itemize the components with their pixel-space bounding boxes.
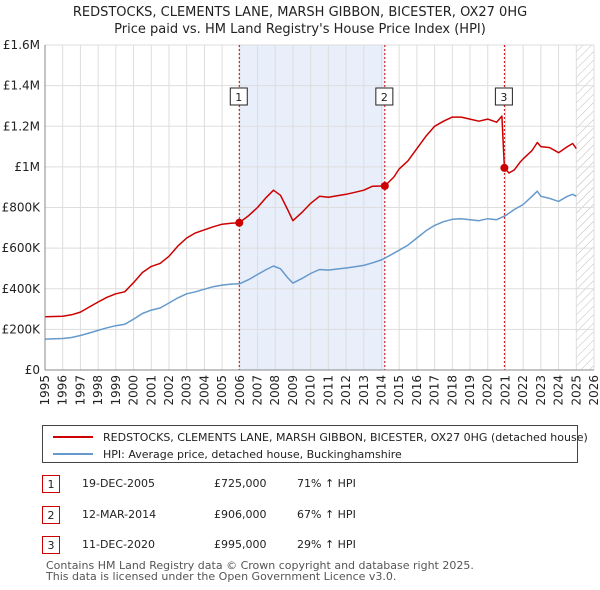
legend-swatch-red bbox=[53, 436, 93, 438]
chart-subtitle: Price paid vs. HM Land Registry's House … bbox=[114, 22, 486, 37]
sale-badge-2: 2 bbox=[42, 506, 60, 524]
x-tick-label-6: 2001 bbox=[144, 375, 158, 406]
sale-hpi-1: 71% ↑ HPI bbox=[297, 477, 356, 490]
legend-item-property: REDSTOCKS, CLEMENTS LANE, MARSH GIBBON, … bbox=[53, 428, 588, 446]
sale-row-3: 3 11-DEC-2020 £995,000 29% ↑ HPI bbox=[42, 536, 582, 558]
sale-hpi-2: 67% ↑ HPI bbox=[297, 508, 356, 521]
legend: REDSTOCKS, CLEMENTS LANE, MARSH GIBBON, … bbox=[42, 425, 588, 463]
hpi-line bbox=[44, 190, 577, 340]
x-tick-label-25: 2020 bbox=[481, 375, 495, 406]
x-tick-label-1: 1996 bbox=[56, 375, 70, 406]
x-tick-label-16: 2011 bbox=[321, 375, 335, 406]
y-tick-label-0: £0 bbox=[25, 363, 40, 377]
sale-price-3: £995,000 bbox=[214, 538, 267, 551]
x-tick-label-23: 2018 bbox=[445, 375, 459, 406]
y-tick-label-8: £1.6M bbox=[3, 38, 40, 52]
sale-label-box-2 bbox=[375, 87, 394, 106]
sale-badge-1: 1 bbox=[42, 475, 60, 493]
sale-row-2: 2 12-MAR-2014 £906,000 67% ↑ HPI bbox=[42, 506, 582, 528]
y-tick-label-2: £400K bbox=[2, 282, 42, 296]
x-tick-label-0: 1995 bbox=[38, 375, 52, 406]
series-lines bbox=[44, 115, 577, 340]
footer-copyright: Contains HM Land Registry data © Crown c… bbox=[46, 559, 474, 572]
y-tick-label-1: £200K bbox=[2, 322, 42, 336]
x-tick-label-10: 2005 bbox=[215, 375, 229, 406]
sale-label-2: 2 bbox=[381, 91, 388, 104]
x-tick-label-9: 2004 bbox=[197, 375, 211, 406]
sale-badge-3: 3 bbox=[42, 536, 60, 554]
footer: Contains HM Land Registry data © Crown c… bbox=[46, 560, 474, 582]
x-tick-label-11: 2006 bbox=[233, 375, 247, 406]
x-tick-label-29: 2024 bbox=[552, 375, 566, 406]
x-tick-label-4: 1999 bbox=[109, 375, 123, 406]
y-tick-label-5: £1M bbox=[14, 160, 40, 174]
x-tick-label-19: 2014 bbox=[374, 375, 388, 406]
x-tick-label-21: 2016 bbox=[410, 375, 424, 406]
x-tick-label-27: 2022 bbox=[516, 375, 530, 406]
y-tick-label-4: £800K bbox=[2, 201, 42, 215]
x-tick-label-18: 2013 bbox=[357, 375, 371, 406]
sale-label-box-3 bbox=[494, 87, 513, 106]
x-tick-label-26: 2021 bbox=[498, 375, 512, 406]
sale-point-3 bbox=[500, 163, 509, 172]
chart-title: REDSTOCKS, CLEMENTS LANE, MARSH GIBBON, … bbox=[73, 5, 527, 20]
x-tick-label-8: 2003 bbox=[180, 375, 194, 406]
sale-point-2 bbox=[380, 181, 389, 190]
x-tick-label-17: 2012 bbox=[339, 375, 353, 406]
axes: £0 £200K £400K £600K £800K £1M £1.2M £1.4M £1.6M… bbox=[2, 38, 600, 406]
x-tick-label-13: 2008 bbox=[268, 375, 282, 406]
property-line bbox=[44, 115, 577, 318]
sale-point-1 bbox=[235, 218, 244, 227]
x-tick-label-5: 2000 bbox=[127, 375, 141, 406]
sale-date-1: 19-DEC-2005 bbox=[82, 477, 156, 490]
legend-swatch-blue bbox=[53, 453, 93, 455]
x-tick-label-15: 2010 bbox=[304, 375, 318, 406]
x-tick-label-20: 2015 bbox=[392, 375, 406, 406]
y-tick-label-3: £600K bbox=[2, 241, 42, 255]
sale-label-3: 3 bbox=[500, 91, 507, 104]
y-tick-label-6: £1.2M bbox=[3, 119, 40, 133]
price-chart: REDSTOCKS, CLEMENTS LANE, MARSH GIBBON, … bbox=[2, 5, 600, 406]
x-tick-label-22: 2017 bbox=[428, 375, 442, 406]
sale-hpi-3: 29% ↑ HPI bbox=[297, 538, 356, 551]
x-tick-label-30: 2025 bbox=[569, 375, 583, 406]
x-tick-label-2: 1997 bbox=[73, 375, 87, 406]
sale-date-3: 11-DEC-2020 bbox=[82, 538, 156, 551]
x-tick-label-3: 1998 bbox=[91, 375, 105, 406]
y-tick-label-7: £1.4M bbox=[3, 79, 40, 93]
x-tick-label-24: 2019 bbox=[463, 375, 477, 406]
sale-label-1: 1 bbox=[235, 91, 242, 104]
sale-markers: 1 2 3 bbox=[229, 87, 513, 227]
sale-label-box-1 bbox=[229, 87, 248, 106]
x-tick-label-12: 2007 bbox=[251, 375, 265, 406]
x-tick-label-28: 2023 bbox=[534, 375, 548, 406]
sale-date-2: 12-MAR-2014 bbox=[82, 508, 157, 521]
sale-row-1: 1 19-DEC-2005 £725,000 71% ↑ HPI bbox=[42, 475, 582, 497]
sale-price-2: £906,000 bbox=[214, 508, 267, 521]
x-tick-label-14: 2009 bbox=[286, 375, 300, 406]
x-tick-label-7: 2002 bbox=[162, 375, 176, 406]
x-tick-label-31: 2026 bbox=[587, 375, 600, 406]
legend-item-hpi: HPI: Average price, detached house, Buck… bbox=[53, 445, 402, 463]
footer-licence: This data is licensed under the Open Gov… bbox=[46, 570, 397, 583]
sale-price-1: £725,000 bbox=[214, 477, 267, 490]
legend-label-hpi: HPI: Average price, detached house, Buck… bbox=[103, 447, 402, 461]
legend-label-property: REDSTOCKS, CLEMENTS LANE, MARSH GIBBON, … bbox=[103, 430, 588, 444]
